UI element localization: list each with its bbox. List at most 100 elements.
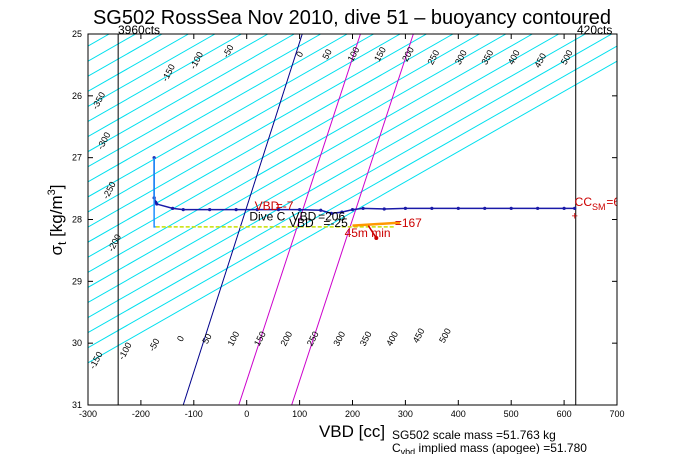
annotation-text: =167 xyxy=(395,216,422,230)
annotation-text: CC xyxy=(575,195,593,209)
annotation: =-7 xyxy=(276,199,294,213)
annotation: 45m min xyxy=(345,226,391,240)
y-tick-label: 27 xyxy=(72,153,82,163)
x-tick-label: 0 xyxy=(244,409,249,419)
series-point xyxy=(255,208,259,212)
series-line xyxy=(153,157,156,228)
series-point xyxy=(509,206,513,210)
navy-reference-line xyxy=(182,34,303,405)
magenta-reference-line xyxy=(238,34,361,405)
contour-label-bottom: -150 xyxy=(87,350,104,371)
series-point xyxy=(403,206,407,210)
contour-label-bottom: -50 xyxy=(147,337,162,353)
series-point xyxy=(181,208,185,212)
contour-line xyxy=(88,34,242,123)
annotation: CCSM xyxy=(575,195,606,212)
series-point xyxy=(155,202,159,206)
x-tick-label: 400 xyxy=(451,409,466,419)
series-point xyxy=(562,206,566,210)
series-point xyxy=(319,208,323,212)
contour-label-top: -100 xyxy=(188,50,205,71)
cc-sm-marker: + xyxy=(571,211,577,223)
contour-label-bottom: 450 xyxy=(411,327,427,345)
annotation: =167 xyxy=(395,216,422,230)
annotation: VBD xyxy=(255,199,280,213)
contour-label-top: -150 xyxy=(160,62,177,83)
contour-line xyxy=(88,34,507,273)
contour-label-bottom: 150 xyxy=(252,330,268,348)
contour-line xyxy=(88,34,322,168)
footer-implied-mass-text: implied mass (apogee) =51.780 xyxy=(415,441,587,454)
annotation: =206 xyxy=(318,210,345,224)
series-point xyxy=(298,208,302,212)
min-marker xyxy=(374,236,379,241)
contour-label-bottom: 500 xyxy=(437,327,453,345)
y-axis-label-units: [kg/m xyxy=(47,195,66,241)
contour-label-top: -200 xyxy=(106,233,123,254)
contour-line xyxy=(88,34,427,228)
contour-label-top: -250 xyxy=(101,180,118,201)
annotation: VBD xyxy=(292,210,317,224)
footer-implied-mass-sub: vbd xyxy=(401,447,416,454)
contour-line xyxy=(88,34,533,288)
y-axis-label: σt [kg/m3] xyxy=(46,185,69,256)
contour-label-top: -350 xyxy=(90,90,107,111)
contour-line xyxy=(88,34,216,107)
annotation: =623.297 xyxy=(606,195,657,209)
annotation-text: VBD xyxy=(289,216,314,230)
x-tick-label: 600 xyxy=(557,409,572,419)
series-point xyxy=(276,208,281,212)
contour-label-top: -50 xyxy=(221,43,236,59)
axes: -300 -200 -100 0 100 200 300 400 500 600 700252627… xyxy=(72,29,625,419)
contour-line xyxy=(0,34,3,405)
annotation-text: =-7 xyxy=(276,199,294,213)
series-point xyxy=(340,210,344,214)
annotation-text: =-25 xyxy=(323,216,348,230)
plot-area: -350 -300 -250 -200 -150 -100 -50 0 50 100 150 200 2… xyxy=(0,34,657,405)
min-marker-line xyxy=(367,225,377,239)
contour-label-top: 300 xyxy=(453,48,469,66)
contour-label-bottom: 400 xyxy=(384,330,400,348)
x-tick-label: -200 xyxy=(132,409,150,419)
footer-implied-mass-c: C xyxy=(392,441,401,454)
contour-line xyxy=(88,34,269,138)
contour-label-top: 150 xyxy=(372,45,388,63)
contour-line xyxy=(88,34,348,183)
x-axis-label: VBD [cc] xyxy=(319,422,385,441)
contour-line xyxy=(88,34,374,198)
contour-label-top: 50 xyxy=(320,47,334,61)
contour-line xyxy=(88,34,189,92)
y-tick-label: 28 xyxy=(72,215,82,225)
contour-label-bottom: 100 xyxy=(226,330,242,348)
annotation-text: Dive C xyxy=(249,210,285,224)
contour-label-bottom: 300 xyxy=(331,330,347,348)
magenta-reference-line xyxy=(291,34,414,405)
series-point xyxy=(483,206,487,210)
series-point xyxy=(234,208,238,212)
contour-label-top: -300 xyxy=(95,130,112,151)
contour-line xyxy=(88,45,617,349)
contour-line xyxy=(88,34,612,334)
y-axis-label-superscript: 3 xyxy=(46,189,58,195)
annotation-text: =206 xyxy=(318,210,345,224)
series-point xyxy=(350,208,355,212)
series-point xyxy=(573,206,577,210)
series-point xyxy=(382,207,386,211)
contour-label-top: 500 xyxy=(559,48,575,66)
contour-line xyxy=(88,34,560,304)
series-point xyxy=(361,206,365,210)
contour-label-bottom: -100 xyxy=(116,341,133,362)
x-tick-label: 300 xyxy=(398,409,413,419)
annotation-subscript: SM xyxy=(592,202,606,212)
series-point xyxy=(152,156,156,160)
annotation-text: =623.297 xyxy=(606,195,657,209)
contour-label-bottom: 50 xyxy=(200,332,214,346)
contour-label-bottom: 200 xyxy=(278,330,294,348)
series-point xyxy=(329,211,333,215)
x-tick-label: -100 xyxy=(185,409,203,419)
annotation: =-25 xyxy=(323,216,348,230)
x-tick-label: 200 xyxy=(345,409,360,419)
contour-label-bottom: 0 xyxy=(175,334,186,343)
annotation: VBD xyxy=(289,216,314,230)
